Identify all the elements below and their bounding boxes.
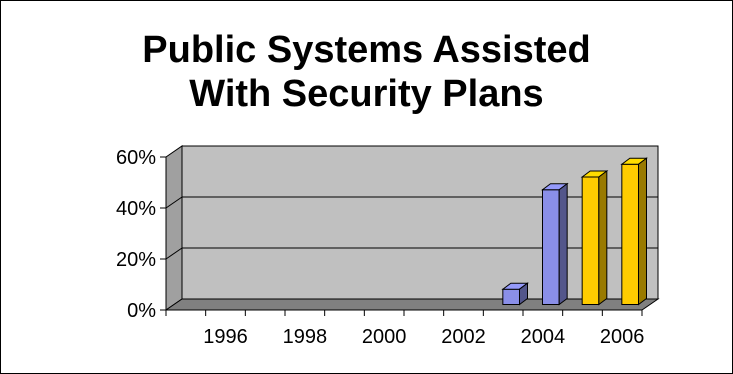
chart-title: Public Systems Assisted With Security Pl… <box>0 28 733 116</box>
x-tick-label: 2000 <box>362 326 407 348</box>
bar-side-face <box>518 282 528 306</box>
y-tick-label: 0% <box>127 300 156 322</box>
bar-side-face <box>598 170 608 306</box>
plot-background <box>164 145 660 311</box>
x-axis-ticks: 1996 1998 2000 2002 2004 2006 <box>203 326 644 348</box>
plot-back-wall <box>181 145 659 300</box>
chart-title-line-2: With Security Plans <box>189 73 544 115</box>
bar-2006 <box>620 157 648 306</box>
y-axis-ticks: 0% 20% 40% 60% <box>116 147 156 322</box>
y-tick-label: 60% <box>116 147 156 169</box>
bar-front-face <box>581 176 600 305</box>
gridlines <box>165 196 658 260</box>
bar-2004 <box>541 182 569 306</box>
x-tick-label: 2004 <box>521 326 566 348</box>
bar-front-face <box>621 163 639 305</box>
bars <box>501 157 648 306</box>
x-tick-label: 1998 <box>283 326 328 348</box>
x-tick-label: 2002 <box>441 326 486 348</box>
x-tick-label: 2006 <box>600 326 645 348</box>
plot-side-wall <box>165 145 183 311</box>
chart-title-line-1: Public Systems Assisted <box>142 29 591 71</box>
bar-front-face <box>542 189 560 305</box>
x-tick-label: 1996 <box>203 326 248 348</box>
bar-2003 <box>501 282 529 306</box>
axes <box>160 156 643 316</box>
bar-side-face <box>558 182 568 306</box>
y-tick-label: 40% <box>116 198 156 220</box>
bar-front-face <box>502 288 520 306</box>
bar-side-face <box>637 157 647 306</box>
y-tick-label: 20% <box>116 249 156 271</box>
bar-2005 <box>580 170 609 306</box>
gridline-side <box>165 247 183 260</box>
gridline-side <box>165 196 183 209</box>
